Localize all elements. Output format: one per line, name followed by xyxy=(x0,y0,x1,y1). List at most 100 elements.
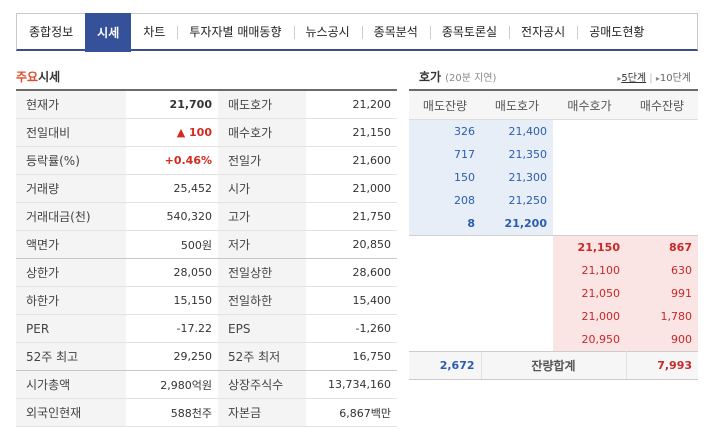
info-row: 외국인현재 588천주 자본금 6,867백만 xyxy=(16,398,397,427)
info-label: 전일하한 xyxy=(218,286,306,315)
empty-cell xyxy=(553,166,626,189)
info-value: 21,700 xyxy=(126,89,218,119)
tab-analysis[interactable]: 종목분석 xyxy=(361,14,430,49)
total-bid-qty: 7,993 xyxy=(626,351,698,380)
info-value: 21,000 xyxy=(306,174,397,203)
empty-cell xyxy=(481,236,553,260)
info-label: 전일가 xyxy=(218,146,306,175)
bid-qty[interactable]: 1,780 xyxy=(626,305,698,328)
info-label: 거래량 xyxy=(16,174,126,203)
total-label: 잔량합계 xyxy=(480,351,627,380)
tab-short-selling[interactable]: 공매도현황 xyxy=(577,14,656,49)
tab-news[interactable]: 뉴스공시 xyxy=(293,14,362,49)
tab-investor-trend[interactable]: 투자자별 매매동향 xyxy=(177,14,293,49)
empty-cell xyxy=(553,189,626,212)
total-ask-qty: 2,672 xyxy=(409,351,481,380)
info-label: 하한가 xyxy=(16,286,126,315)
info-label: 거래대금(천) xyxy=(16,202,126,231)
info-value: -1,260 xyxy=(306,314,397,343)
step-5-link[interactable]: 5단계 xyxy=(621,73,647,84)
empty-cell xyxy=(409,236,481,260)
step-divider: | xyxy=(649,73,653,84)
total-row: 2,672 잔량합계 7,993 xyxy=(409,351,698,380)
col-bid-price: 매수호가 xyxy=(553,89,626,120)
info-value: 28,050 xyxy=(126,258,218,287)
info-value: 21,600 xyxy=(306,146,397,175)
step-10-link[interactable]: 10단계 xyxy=(659,73,691,84)
bid-price[interactable]: 20,950 xyxy=(553,328,626,352)
bid-price[interactable]: 21,050 xyxy=(553,282,626,305)
ask-row: 717 21,350 xyxy=(409,143,698,166)
ask-qty[interactable]: 208 xyxy=(409,189,481,212)
info-row: 하한가 15,150 전일하한 15,400 xyxy=(16,286,397,315)
empty-cell xyxy=(409,259,481,282)
ask-price[interactable]: 21,250 xyxy=(481,189,553,212)
bid-qty[interactable]: 900 xyxy=(626,328,698,352)
info-label: 등락률(%) xyxy=(16,146,126,175)
info-label: 저가 xyxy=(218,230,306,259)
bid-row: 21,150 867 xyxy=(409,235,698,260)
ask-row: 8 21,200 xyxy=(409,212,698,236)
empty-cell xyxy=(481,282,553,305)
bid-row: 21,000 1,780 xyxy=(409,305,698,328)
ask-qty[interactable]: 717 xyxy=(409,143,481,166)
info-value: +0.46% xyxy=(126,146,218,175)
empty-cell xyxy=(553,212,626,236)
empty-cell xyxy=(481,328,553,352)
tab-chart[interactable]: 차트 xyxy=(143,25,166,39)
orderbook-title-text: 호가 xyxy=(419,70,442,84)
empty-cell xyxy=(626,120,698,144)
info-row: 52주 최고 29,250 52주 최저 16,750 xyxy=(16,342,397,371)
step-arrow-icon: ▸ xyxy=(655,74,660,83)
info-row: 전일대비 ▲ 100 매수호가 21,150 xyxy=(16,118,397,147)
bid-qty[interactable]: 630 xyxy=(626,259,698,282)
info-value: 540,320 xyxy=(126,202,218,231)
info-value: 16,750 xyxy=(306,342,397,371)
ask-price[interactable]: 21,400 xyxy=(481,119,553,143)
tab-summary[interactable]: 종합정보 xyxy=(29,25,74,39)
ask-price[interactable]: 21,200 xyxy=(481,212,553,236)
ask-qty[interactable]: 150 xyxy=(409,166,481,189)
bid-price[interactable]: 21,100 xyxy=(553,259,626,282)
info-value: 21,200 xyxy=(306,89,397,119)
delay-note: (20분 지연) xyxy=(445,73,497,84)
info-row: 현재가 21,700 매도호가 21,200 xyxy=(16,89,397,119)
ask-row: 326 21,400 xyxy=(409,119,698,144)
depth-selector: ▸5단계 | ▸10단계 xyxy=(617,69,691,84)
ask-price[interactable]: 21,350 xyxy=(481,143,553,166)
info-value: 500원 xyxy=(126,230,218,259)
ask-qty[interactable]: 326 xyxy=(409,119,481,143)
empty-cell xyxy=(626,212,698,236)
info-value: 29,250 xyxy=(126,342,218,371)
bid-qty[interactable]: 867 xyxy=(626,235,698,259)
ask-price[interactable]: 21,300 xyxy=(481,166,553,189)
info-row: 상한가 28,050 전일상한 28,600 xyxy=(16,258,397,287)
info-label: 전일대비 xyxy=(16,118,126,147)
bid-price[interactable]: 21,150 xyxy=(553,235,626,259)
info-label: 자본금 xyxy=(218,398,306,427)
tab-disclosure[interactable]: 전자공시 xyxy=(509,14,577,49)
info-row: 거래량 25,452 시가 21,000 xyxy=(16,174,397,203)
bid-qty[interactable]: 991 xyxy=(626,282,698,305)
info-value: 13,734,160 xyxy=(306,370,397,399)
ask-qty[interactable]: 8 xyxy=(409,212,481,236)
empty-cell xyxy=(626,143,698,166)
empty-cell xyxy=(481,305,553,328)
empty-cell xyxy=(409,328,481,352)
info-label: 현재가 xyxy=(16,89,126,119)
info-label: 52주 최고 xyxy=(16,342,126,371)
empty-cell xyxy=(626,189,698,212)
info-label: 액면가 xyxy=(16,230,126,259)
step-arrow-icon: ▸ xyxy=(617,74,622,83)
bid-row: 21,050 991 xyxy=(409,282,698,305)
bid-price[interactable]: 21,000 xyxy=(553,305,626,328)
info-value: 25,452 xyxy=(126,174,218,203)
info-value: ▲ 100 xyxy=(126,118,218,147)
tab-quote[interactable]: 시세 xyxy=(85,13,132,52)
info-label: 매수호가 xyxy=(218,118,306,147)
tab-discussion[interactable]: 종목토론실 xyxy=(429,14,509,49)
info-row: PER -17.22 EPS -1,260 xyxy=(16,314,397,343)
empty-cell xyxy=(626,166,698,189)
main-quote-title-rest: 시세 xyxy=(38,70,61,84)
main-quote-title-highlight: 주요 xyxy=(16,70,39,84)
